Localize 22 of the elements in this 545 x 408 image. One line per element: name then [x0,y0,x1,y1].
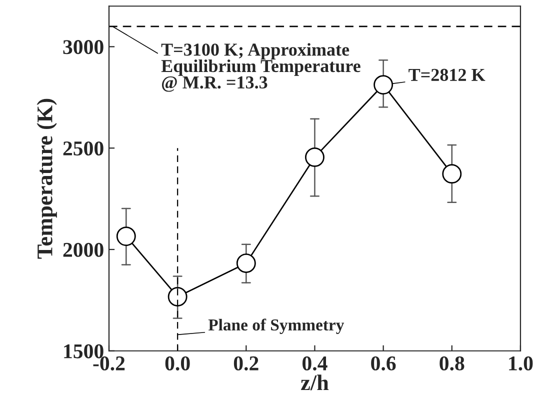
x-tick-label: 0.4 [302,356,328,370]
annotation: T=2812 K [408,68,486,81]
ref-line-label: T=3100 K; Approximate Equilibrium Temperature @ M.R. =13.3 [161,43,360,92]
y-axis-title: Temperature (K) [36,98,57,259]
point [374,75,394,95]
point [168,287,188,306]
x-tick-label: 0.0 [165,356,190,370]
point [236,254,256,273]
x-tick-label: 1.0 [509,356,533,370]
y-tick-label: 2000 [63,242,104,257]
y-tick-label: 1500 [64,344,104,358]
x-tick-label: -0.2 [93,356,125,370]
x-tick-label: 0.8 [440,356,464,370]
point [305,147,324,167]
annotation: Plane of Symmetry [208,318,344,334]
y-tick-label: 3000 [63,40,104,54]
x-axis-title: z/h [300,374,329,390]
point [116,226,136,246]
x-tick-label: 0.6 [371,356,396,370]
y-tick-label: 2500 [63,141,104,156]
x-tick-label: 0.2 [234,356,258,370]
point [442,164,462,184]
